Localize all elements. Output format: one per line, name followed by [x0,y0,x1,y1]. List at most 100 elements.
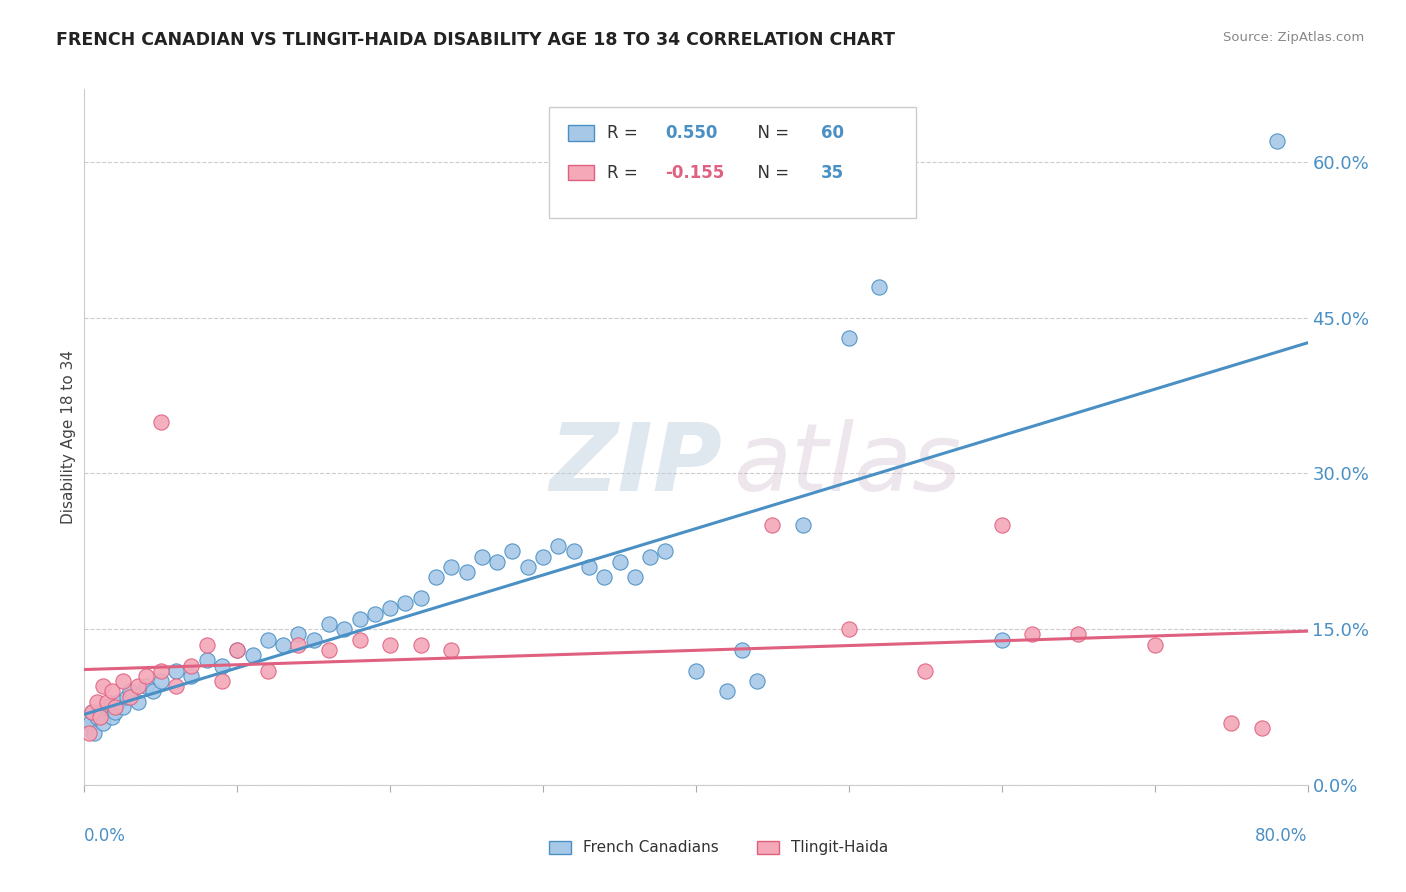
Point [761,518,783,533]
Point [115,690,138,704]
Point [80,706,103,720]
Point [349,612,371,626]
Text: R =: R = [606,164,643,182]
Point [107,695,129,709]
Point [101,710,124,724]
Point [409,591,432,605]
Point [79,715,101,730]
Point [120,684,142,698]
Point [716,684,738,698]
Point [149,674,172,689]
Point [380,601,402,615]
Point [486,555,509,569]
Point [127,695,149,709]
Point [86,695,108,709]
Point [271,638,294,652]
Point [471,549,494,564]
Point [792,518,814,533]
Point [425,570,447,584]
Point [111,700,134,714]
Y-axis label: Disability Age 18 to 34: Disability Age 18 to 34 [60,350,76,524]
Point [456,565,478,579]
Point [120,690,142,704]
Text: ZIP: ZIP [550,419,723,511]
Point [364,607,387,621]
Point [531,549,554,564]
Bar [550,841,571,854]
Point [76,721,98,735]
Point [333,622,356,636]
Point [380,638,402,652]
Point [440,643,463,657]
Point [257,664,280,678]
Text: atlas: atlas [733,419,960,510]
Point [869,279,891,293]
Point [1021,627,1043,641]
FancyBboxPatch shape [550,106,917,218]
Point [838,622,860,636]
Text: 0.550: 0.550 [665,124,718,142]
Point [83,726,105,740]
Point [502,544,524,558]
Point [516,560,538,574]
Text: FRENCH CANADIAN VS TLINGIT-HAIDA DISABILITY AGE 18 TO 34 CORRELATION CHART: FRENCH CANADIAN VS TLINGIT-HAIDA DISABIL… [56,31,896,49]
Point [747,674,769,689]
Text: N =: N = [748,124,794,142]
Point [242,648,264,662]
Point [104,700,127,714]
Point [1220,715,1243,730]
Point [609,555,631,569]
Point [638,549,661,564]
Point [991,518,1014,533]
Point [731,643,754,657]
Point [135,679,157,693]
Text: French Canadians: French Canadians [583,840,720,855]
Point [547,539,569,553]
Point [593,570,616,584]
Point [302,632,325,647]
Point [180,669,202,683]
Point [1143,638,1166,652]
Text: 35: 35 [821,164,844,182]
Point [165,679,187,693]
Point [165,664,187,678]
Text: Tlingit-Haida: Tlingit-Haida [792,840,889,855]
Text: -0.155: -0.155 [665,164,724,182]
Point [101,684,124,698]
Point [149,664,172,678]
Point [226,643,249,657]
Point [1067,627,1090,641]
Point [111,674,134,689]
Point [180,658,202,673]
Point [287,638,309,652]
Text: 80.0%: 80.0% [1256,827,1308,845]
Point [624,570,647,584]
Point [562,544,585,558]
Text: 60: 60 [821,124,844,142]
Text: N =: N = [748,164,794,182]
Point [578,560,600,574]
Point [991,632,1014,647]
Point [440,560,463,574]
Point [287,627,309,641]
Point [685,664,707,678]
Point [349,632,371,647]
Text: R =: R = [606,124,643,142]
Point [91,679,114,693]
Point [96,695,118,709]
Point [195,653,218,667]
Point [86,710,108,724]
Point [89,706,111,720]
Point [77,726,100,740]
Point [654,544,676,558]
Point [89,710,111,724]
Point [257,632,280,647]
Point [142,684,165,698]
Bar [568,126,595,141]
Point [211,674,233,689]
Point [318,643,340,657]
Point [195,638,218,652]
Point [135,669,157,683]
Point [409,638,432,652]
Bar [568,165,595,180]
